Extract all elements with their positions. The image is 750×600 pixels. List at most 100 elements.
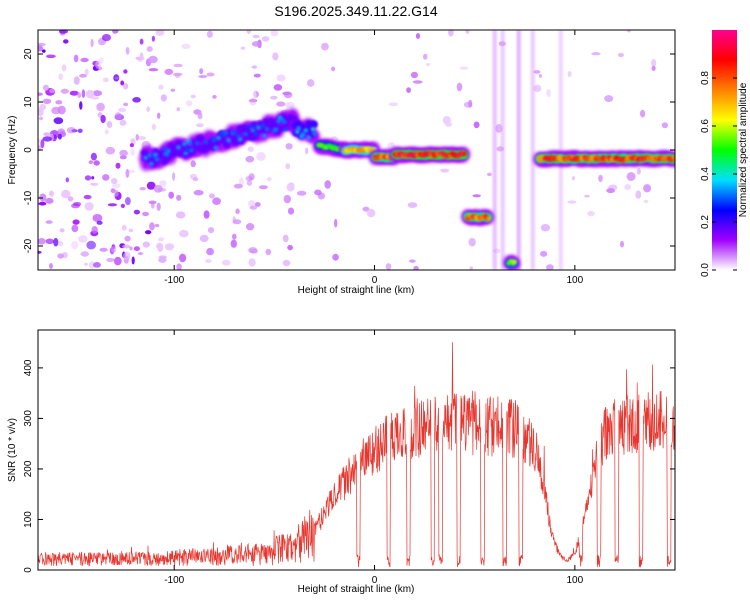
noise-speckle (221, 259, 231, 266)
noise-speckle (73, 54, 79, 63)
noise-speckle (114, 76, 120, 80)
noise-speckle (150, 202, 155, 209)
noise-speckle (407, 202, 418, 209)
noise-speckle (276, 101, 286, 107)
noise-speckle (38, 138, 41, 143)
noise-speckle (469, 266, 474, 270)
noise-speckle (168, 191, 174, 199)
trace-blob (296, 126, 301, 131)
noise-speckle (273, 84, 283, 91)
noise-speckle (256, 152, 266, 161)
noise-speckle (465, 30, 470, 35)
noise-speckle (643, 184, 652, 193)
noise-speckle (73, 76, 80, 85)
noise-speckle (265, 248, 272, 256)
noise-speckle (93, 160, 100, 166)
noise-speckle (587, 210, 595, 217)
noise-speckle (137, 136, 147, 140)
noise-speckle (249, 249, 258, 254)
noise-speckle (158, 255, 167, 259)
noise-speckle (125, 197, 131, 206)
noise-speckle (197, 111, 203, 120)
noise-speckle (142, 211, 149, 217)
spectrogram-y-label: Frequency (Hz) (7, 116, 18, 185)
noise-speckle (95, 60, 101, 70)
noise-speckle (123, 83, 129, 90)
trace-blob (226, 138, 231, 143)
noise-speckle (604, 95, 614, 103)
noise-speckle (133, 246, 140, 252)
colorbar-ticks: 0.0 0.2 0.4 0.6 0.8 (700, 71, 737, 277)
noise-speckle (45, 238, 54, 245)
noise-speckle (567, 71, 572, 77)
noise-speckle (42, 49, 46, 53)
colorbar-label: Normalized spectral amplitude (738, 82, 749, 217)
noise-speckle (43, 132, 51, 136)
trace-blob (486, 216, 491, 221)
noise-speckle (636, 167, 641, 175)
noise-speckle (567, 200, 577, 204)
noise-speckle (334, 218, 338, 228)
noise-speckle (149, 222, 155, 231)
noise-speckle (179, 229, 189, 238)
trace-blob (183, 151, 188, 156)
trace-blob (154, 157, 160, 162)
noise-speckle (156, 202, 161, 211)
trace-blob (253, 132, 258, 137)
y-tick-label: 400 (23, 359, 34, 376)
noise-speckle (170, 88, 176, 92)
noise-speckle (212, 197, 222, 205)
noise-speckle (287, 244, 293, 251)
noise-speckle (283, 91, 293, 99)
noise-speckle (46, 54, 56, 59)
noise-column (492, 30, 497, 270)
noise-speckle (85, 89, 95, 99)
noise-speckle (111, 245, 117, 253)
noise-speckle (39, 193, 47, 202)
noise-column (516, 30, 521, 270)
noise-speckle (148, 55, 158, 64)
trace-blob (176, 145, 181, 150)
noise-speckle (206, 30, 213, 38)
noise-speckle (49, 88, 55, 94)
trace-blob (282, 119, 287, 124)
noise-speckle (79, 73, 87, 78)
noise-speckle (468, 237, 476, 247)
trace-blob (153, 152, 158, 157)
noise-speckle (84, 202, 94, 211)
noise-speckle (60, 88, 69, 94)
noise-speckle (115, 162, 121, 169)
trace-blob (672, 157, 675, 162)
noise-speckle (79, 101, 83, 110)
noise-speckle (83, 194, 92, 200)
noise-speckle (199, 234, 209, 243)
noise-speckle (125, 168, 130, 178)
noise-speckle (71, 224, 79, 233)
noise-speckle (128, 169, 136, 174)
trace-blob (189, 148, 194, 153)
noise-speckle (102, 77, 109, 83)
trace-blob (212, 137, 217, 142)
noise-speckle (176, 194, 182, 201)
noise-speckle (131, 256, 135, 265)
noise-speckle (296, 190, 307, 196)
noise-speckle (533, 70, 541, 74)
noise-speckle (110, 188, 116, 194)
noise-speckle (151, 123, 156, 131)
noise-speckle (283, 194, 291, 204)
noise-speckle (272, 52, 279, 61)
trace-blob (216, 135, 221, 140)
colorbar-tick-label: 0.8 (700, 71, 711, 85)
noise-speckle (258, 185, 268, 190)
noise-speckle (199, 68, 204, 75)
noise-speckle (118, 107, 127, 113)
noise-speckle (135, 134, 139, 141)
noise-speckle (106, 257, 115, 263)
noise-speckle (245, 223, 255, 231)
noise-speckle (38, 250, 42, 254)
noise-speckle (146, 46, 153, 52)
noise-speckle (246, 179, 253, 186)
y-tick-label: -20 (23, 238, 34, 253)
noise-speckle (410, 71, 418, 79)
noise-speckle (114, 256, 122, 266)
